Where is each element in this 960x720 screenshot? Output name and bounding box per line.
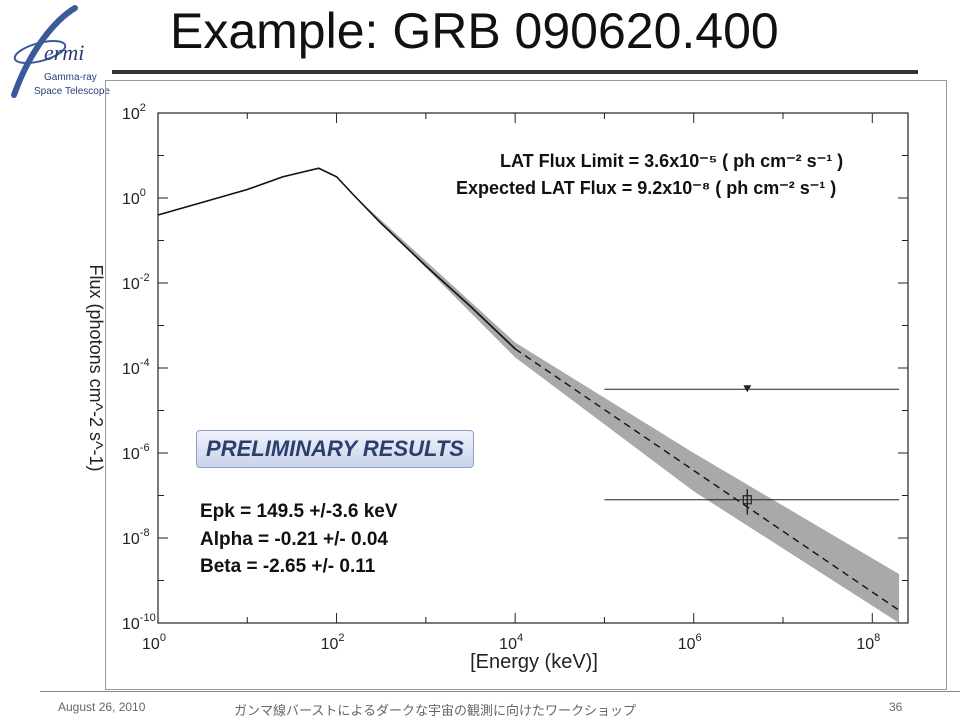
- y-axis-label: Flux (photons cm^-2 s^-1): [86, 265, 106, 472]
- x-tick-label: 104: [499, 632, 523, 653]
- extrapolation-line: [514, 348, 900, 611]
- preliminary-results-label: PRELIMINARY RESULTS: [206, 436, 464, 461]
- y-tick-label: 10-10: [122, 612, 156, 633]
- x-tick-label: 100: [142, 632, 166, 653]
- uncertainty-band: [354, 195, 900, 623]
- title-underline: [112, 70, 918, 74]
- y-tick-label: 10-6: [122, 442, 150, 463]
- model-curve: [157, 167, 516, 350]
- footer-rule: [40, 691, 960, 692]
- y-tick-label: 10-8: [122, 527, 150, 548]
- x-tick-label: 106: [678, 632, 702, 653]
- y-tick-label: 100: [122, 187, 146, 208]
- fermi-logo: ermi Gamma-ray Space Telescope: [11, 5, 110, 98]
- lat-flux-limit-annotation: LAT Flux Limit = 3.6x10⁻⁵ ( ph cm⁻² s⁻¹ …: [500, 151, 844, 171]
- logo-line1: Gamma-ray: [44, 72, 97, 83]
- measured-point-marker: [742, 495, 752, 505]
- page-number: 36: [889, 700, 903, 714]
- alpha-annotation: Alpha = -0.21 +/- 0.04: [200, 529, 388, 550]
- y-tick-label: 10-4: [122, 357, 150, 378]
- y-tick-label: 10-2: [122, 272, 150, 293]
- preliminary-results-badge: PRELIMINARY RESULTS: [196, 430, 474, 468]
- fermi-swoosh-icon: [11, 5, 78, 98]
- footer-date: August 26, 2010: [58, 700, 146, 714]
- figure-frame: [105, 80, 947, 690]
- upper-limit-marker: [743, 385, 752, 393]
- slide-title: Example: GRB 090620.400: [170, 3, 779, 59]
- y-tick-label: 102: [122, 102, 146, 123]
- x-tick-label: 108: [856, 632, 880, 653]
- logo-name: ermi: [44, 40, 84, 65]
- x-axis-label: [Energy (keV)]: [470, 651, 598, 673]
- x-tick-label: 102: [321, 632, 345, 653]
- beta-annotation: Beta = -2.65 +/- 0.11: [200, 556, 376, 577]
- logo-line2: Space Telescope: [34, 86, 110, 97]
- expected-lat-flux-annotation: Expected LAT Flux = 9.2x10⁻⁸ ( ph cm⁻² s…: [456, 178, 837, 198]
- footer-workshop: ガンマ線バーストによるダークな宇宙の観測に向けたワークショップ: [234, 703, 636, 718]
- epk-annotation: Epk = 149.5 +/-3.6 keV: [200, 501, 398, 522]
